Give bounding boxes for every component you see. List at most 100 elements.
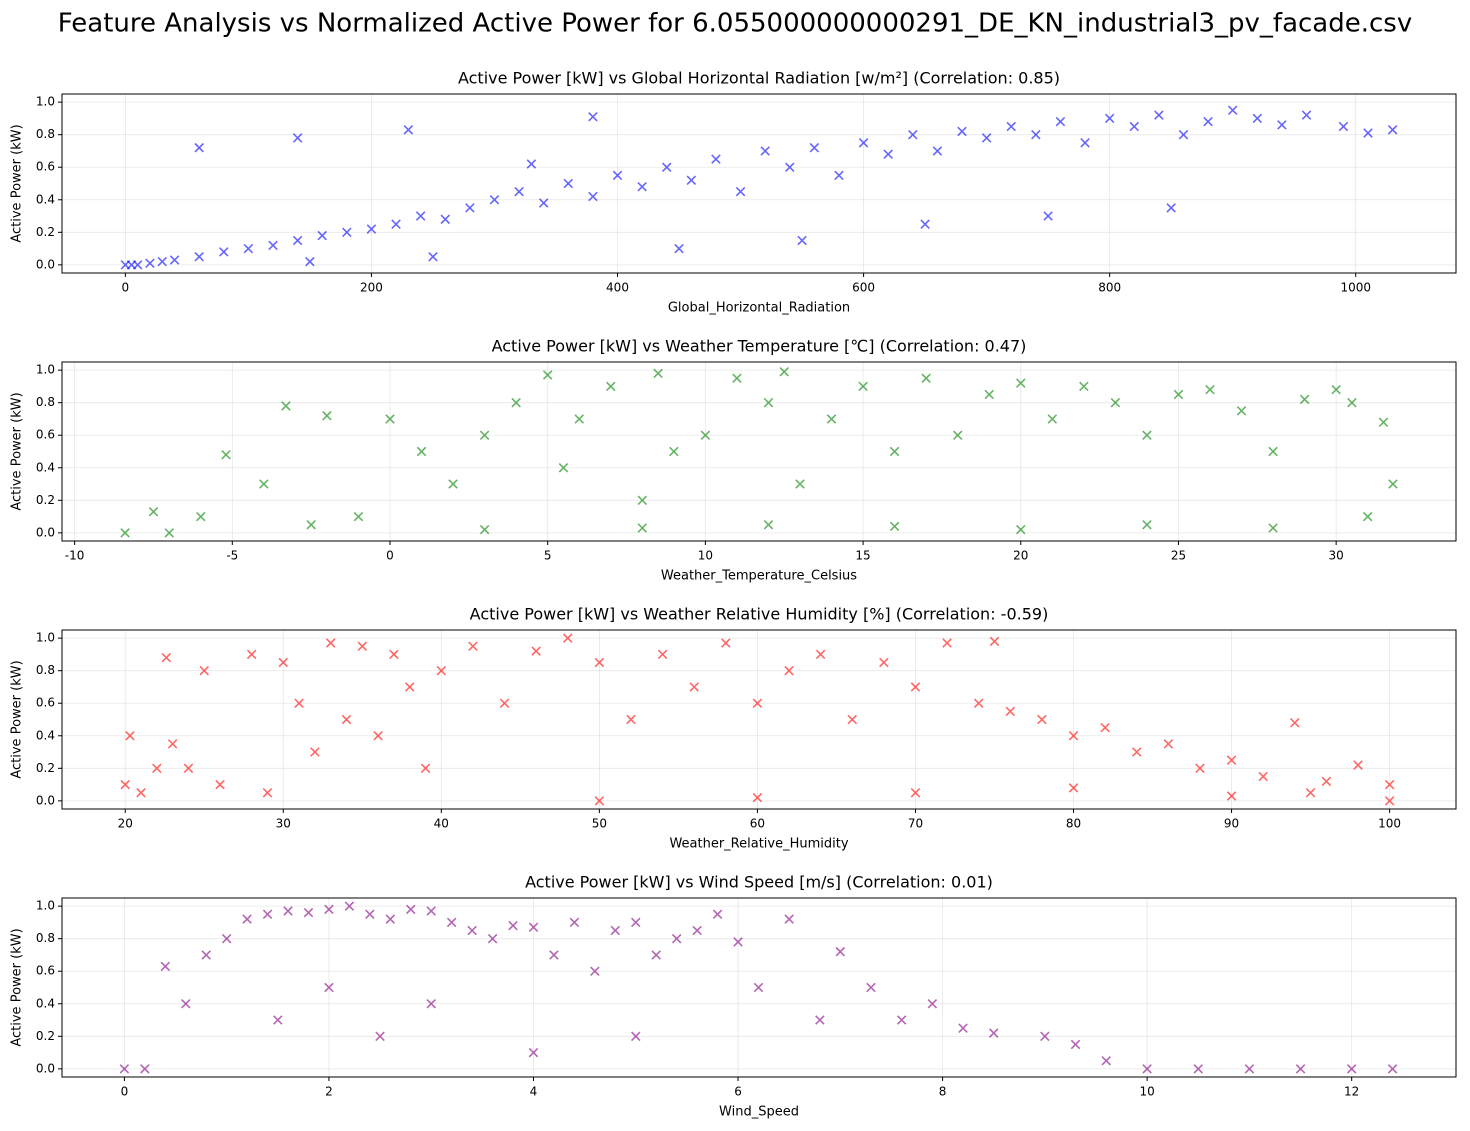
point — [1346, 1064, 1357, 1074]
point — [1043, 211, 1053, 221]
point — [661, 162, 672, 172]
point — [1387, 1064, 1398, 1074]
axes-frame — [61, 93, 1457, 274]
point — [637, 495, 648, 506]
y-tick-label: 0.4 — [36, 192, 55, 206]
point — [1268, 523, 1278, 533]
point — [310, 747, 320, 757]
point — [1142, 430, 1152, 440]
subplot-title: Active Power [kW] vs Weather Temperature… — [492, 337, 1027, 356]
point — [164, 528, 174, 538]
point — [511, 397, 521, 408]
point — [317, 230, 327, 241]
point — [889, 446, 900, 457]
point — [499, 698, 510, 708]
point — [721, 638, 731, 648]
y-tick-label: 0.2 — [36, 1029, 55, 1043]
point — [448, 479, 458, 489]
x-tick-label: 60 — [750, 817, 765, 831]
point — [1055, 116, 1066, 127]
point — [1321, 776, 1332, 787]
point — [712, 909, 723, 920]
x-tick-label: 0 — [386, 549, 394, 563]
y-tick-label: 0.0 — [36, 525, 55, 539]
point — [273, 1015, 283, 1025]
y-tick-label: 0.8 — [36, 395, 55, 409]
point — [1205, 384, 1215, 395]
x-tick-label: 5 — [544, 549, 552, 563]
point — [711, 154, 721, 164]
y-tick-label: 0.0 — [36, 1061, 55, 1075]
y-tick-label: 0.2 — [36, 225, 55, 239]
x-tick-label: 70 — [908, 817, 923, 831]
point — [984, 389, 994, 400]
point — [588, 191, 598, 202]
point — [281, 401, 291, 411]
y-axis-label: Active Power (kW) — [10, 124, 25, 242]
point — [194, 251, 204, 262]
axes-frame — [61, 897, 1457, 1078]
point — [858, 138, 869, 148]
point — [1290, 717, 1300, 728]
x-tick-label: 8 — [939, 1085, 947, 1099]
point — [152, 763, 162, 774]
point — [1295, 1064, 1306, 1074]
point — [910, 682, 921, 692]
x-tick-label: 800 — [1098, 281, 1121, 295]
point — [1384, 779, 1395, 790]
point — [779, 366, 789, 377]
point — [686, 175, 697, 186]
point — [835, 946, 846, 957]
point — [467, 925, 477, 936]
point — [1016, 524, 1026, 535]
point — [1305, 787, 1316, 798]
point — [325, 638, 336, 648]
point — [630, 917, 641, 928]
point — [797, 235, 807, 246]
y-tick-label: 0.0 — [36, 793, 55, 807]
subplot-title: Active Power [kW] vs Wind Speed [m/s] (C… — [525, 873, 993, 892]
point — [140, 1064, 150, 1074]
x-tick-label: 90 — [1224, 817, 1239, 831]
point — [809, 142, 820, 153]
point — [574, 414, 584, 424]
point — [1203, 116, 1213, 127]
point — [952, 430, 963, 440]
point — [651, 950, 661, 960]
point — [610, 925, 621, 936]
point — [1388, 479, 1398, 489]
point — [588, 112, 598, 122]
point — [1101, 1055, 1111, 1066]
point — [440, 214, 451, 225]
x-tick-label: 200 — [360, 281, 383, 295]
point — [1362, 511, 1373, 522]
point — [324, 904, 334, 915]
x-tick-label: -5 — [226, 549, 238, 563]
point — [689, 682, 699, 692]
point — [344, 901, 355, 911]
point — [1236, 406, 1247, 416]
x-tick-label: -10 — [65, 549, 85, 563]
point — [404, 682, 415, 692]
point — [866, 982, 876, 993]
point — [487, 933, 498, 944]
point — [196, 511, 206, 522]
x-axis-label: Global_Horizontal_Radiation — [668, 301, 850, 316]
y-tick-label: 0.6 — [36, 160, 55, 174]
point — [834, 170, 844, 181]
point — [342, 227, 352, 238]
x-tick-label: 80 — [1066, 817, 1081, 831]
point — [921, 373, 931, 384]
point — [612, 170, 623, 181]
point — [479, 430, 490, 440]
point — [1080, 138, 1090, 148]
x-tick-label: 0 — [122, 281, 130, 295]
point — [637, 523, 648, 533]
point — [1068, 731, 1079, 741]
y-tick-label: 0.2 — [36, 493, 55, 507]
y-tick-label: 0.8 — [36, 663, 55, 677]
x-axis-label: Weather_Temperature_Celsius — [661, 569, 857, 584]
point — [784, 914, 794, 924]
point — [1252, 113, 1263, 124]
point — [324, 982, 334, 993]
